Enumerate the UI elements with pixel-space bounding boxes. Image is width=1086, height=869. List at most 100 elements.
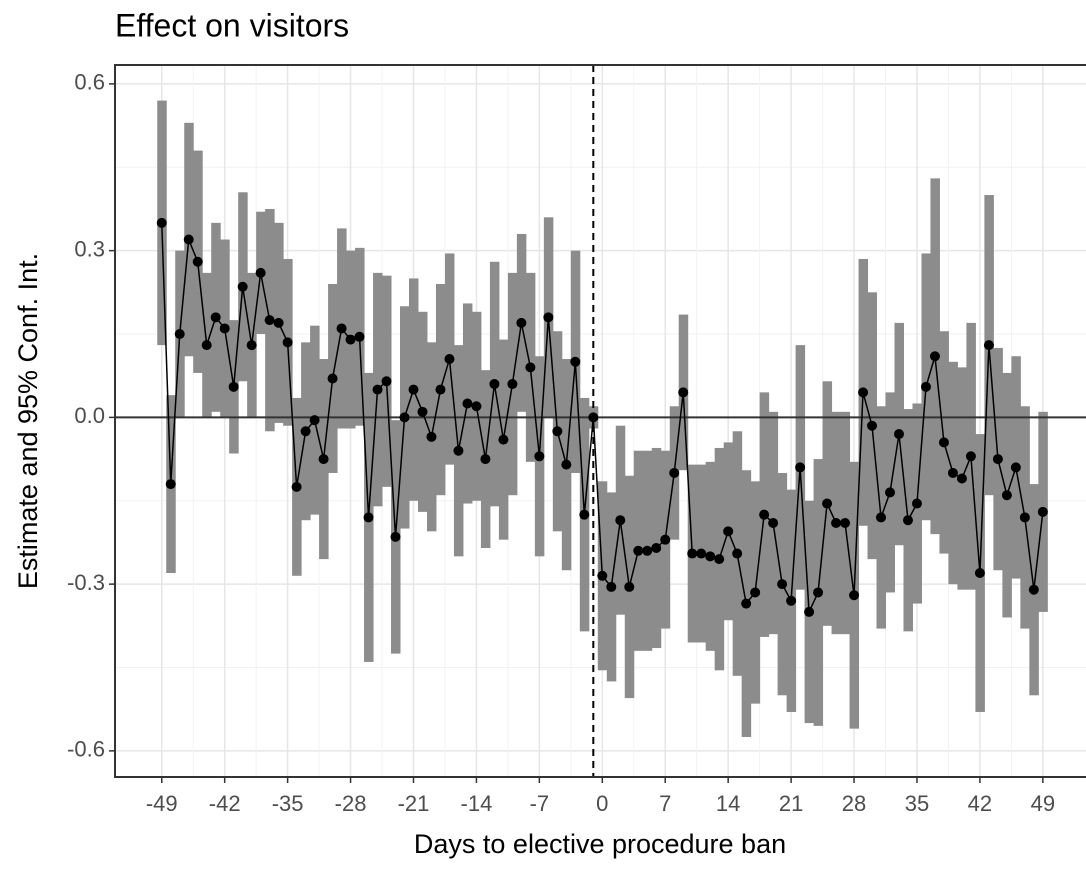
estimate-point (669, 467, 680, 478)
estimate-point (651, 543, 662, 554)
x-tick-label: -49 (146, 791, 178, 816)
estimate-point (911, 498, 922, 509)
estimate-point (453, 445, 464, 456)
estimate-point (516, 317, 527, 328)
estimate-point (606, 581, 617, 592)
estimate-point (354, 331, 365, 342)
estimate-point (390, 531, 401, 542)
estimate-point (525, 362, 536, 373)
estimate-point (920, 381, 931, 392)
estimate-point (363, 512, 374, 523)
estimate-point (327, 373, 338, 384)
y-tick-label: 0.0 (74, 403, 105, 428)
estimate-point (219, 323, 230, 334)
estimate-point (965, 451, 976, 462)
estimate-point (435, 384, 446, 395)
estimate-point (237, 281, 248, 292)
estimate-point (633, 545, 644, 556)
estimate-point (983, 340, 994, 351)
estimate-point (381, 376, 392, 387)
estimate-point (867, 420, 878, 431)
x-tick-label: 35 (905, 791, 929, 816)
estimate-point (426, 431, 437, 442)
estimate-point (615, 515, 626, 526)
estimate-point (858, 387, 869, 398)
estimate-point (705, 551, 716, 562)
x-tick-label: 42 (968, 791, 992, 816)
estimate-point (1028, 584, 1039, 595)
estimate-point (534, 451, 545, 462)
estimate-point (687, 548, 698, 559)
estimate-point (282, 337, 293, 348)
estimate-point (255, 267, 266, 278)
x-tick-label: -42 (209, 791, 241, 816)
estimate-point (444, 354, 455, 365)
estimate-point (552, 426, 563, 437)
estimate-point (210, 312, 221, 323)
x-tick-label: 14 (716, 791, 740, 816)
estimate-point (165, 479, 176, 490)
x-tick-label: -35 (272, 791, 304, 816)
y-tick-label: 0.3 (74, 236, 105, 261)
estimate-point (660, 534, 671, 545)
estimate-point (471, 401, 482, 412)
y-tick-label: -0.6 (67, 737, 105, 762)
y-axis-label: Estimate and 95% Conf. Int. (13, 253, 43, 589)
estimate-point (309, 415, 320, 426)
x-axis-label: Days to elective procedure ban (414, 829, 786, 859)
x-tick-label: 28 (842, 791, 866, 816)
estimate-point (831, 517, 842, 528)
x-tick-label: -21 (398, 791, 430, 816)
estimate-point (480, 454, 491, 465)
estimate-point (1037, 506, 1048, 517)
chart-title: Effect on visitors (115, 7, 349, 43)
estimate-point (462, 398, 473, 409)
estimate-point (795, 462, 806, 473)
panel-border (114, 64, 1086, 778)
estimate-point (642, 545, 653, 556)
estimate-point (183, 234, 194, 245)
estimate-point (372, 384, 383, 395)
y-tick-label: 0.6 (74, 70, 105, 95)
estimate-point (489, 379, 500, 390)
x-tick-label: -28 (335, 791, 367, 816)
estimate-point (947, 467, 958, 478)
estimate-point (956, 473, 967, 484)
estimate-point (624, 581, 635, 592)
estimate-point (759, 509, 770, 520)
estimate-point (893, 429, 904, 440)
x-tick-label: 7 (659, 791, 671, 816)
estimate-point (876, 512, 887, 523)
estimate-point (417, 406, 428, 417)
estimate-point (714, 554, 725, 565)
estimate-point (507, 379, 518, 390)
estimate-point (498, 434, 509, 445)
x-tick-label: 0 (596, 791, 608, 816)
estimate-point (246, 340, 257, 351)
estimate-point (678, 387, 689, 398)
estimate-point (813, 587, 824, 598)
estimate-point (732, 548, 743, 559)
x-tick-label: -7 (530, 791, 550, 816)
estimate-point (399, 412, 410, 423)
estimate-point (696, 548, 707, 559)
estimate-point (938, 437, 949, 448)
estimate-point (336, 323, 347, 334)
estimate-point (561, 459, 572, 470)
estimate-point (741, 598, 752, 609)
estimate-point (786, 595, 797, 606)
estimate-point (597, 570, 608, 581)
estimate-point (228, 381, 239, 392)
estimate-point (885, 487, 896, 498)
estimate-point (174, 329, 185, 340)
estimate-point (768, 517, 779, 528)
estimate-point (318, 454, 329, 465)
estimate-point (201, 340, 212, 351)
estimate-point (264, 315, 275, 326)
estimate-point (1001, 490, 1012, 501)
estimate-point (570, 356, 581, 367)
estimate-point (156, 217, 167, 228)
estimate-point (822, 498, 833, 509)
estimate-point (777, 579, 788, 590)
